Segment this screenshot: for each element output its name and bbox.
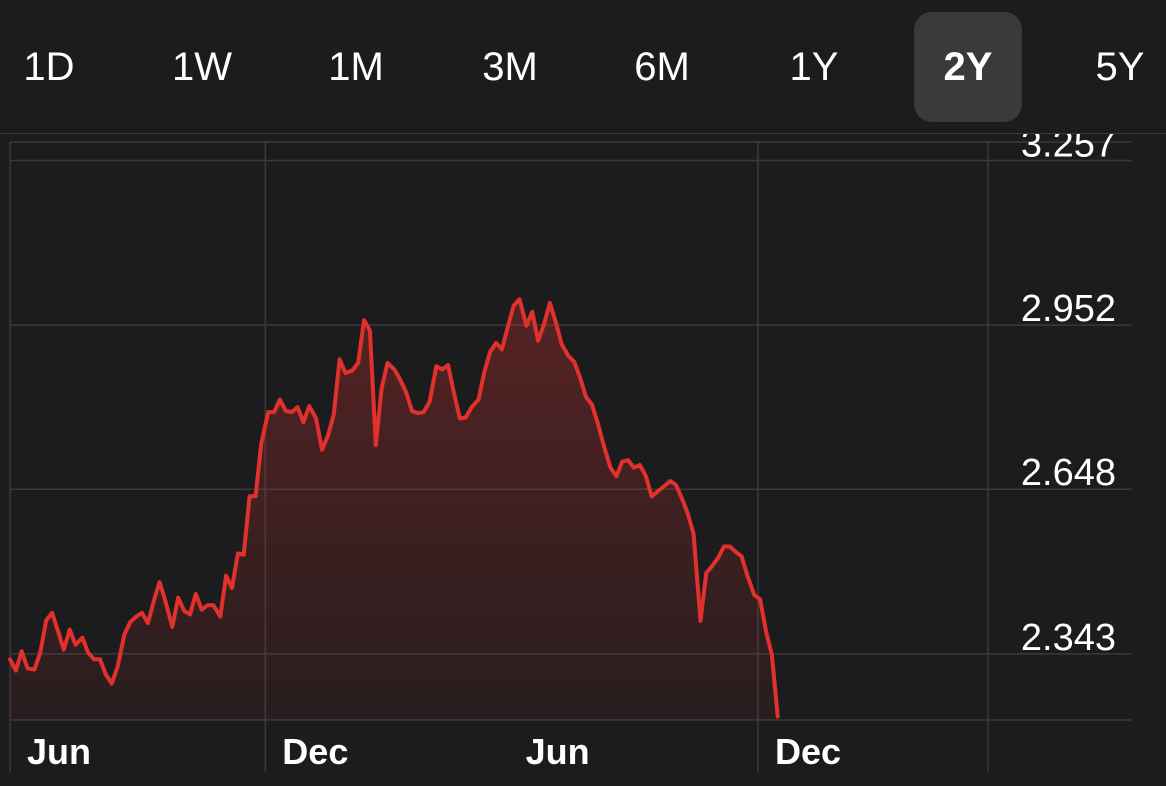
x-tick-label: Jun (526, 731, 590, 772)
y-tick-label: 2.952 (1021, 288, 1116, 330)
range-option-1d[interactable]: 1D (23, 44, 75, 89)
range-option-1w[interactable]: 1W (172, 44, 232, 89)
price-chart[interactable]: 3.257 2.952 2.648 2.343 Jun Dec Jun Dec (0, 134, 1166, 786)
y-axis-labels: 3.257 2.952 2.648 2.343 (1021, 134, 1116, 659)
price-area-fill (10, 299, 778, 720)
range-option-5y[interactable]: 5Y (1095, 44, 1145, 89)
y-tick-label: 3.257 (1021, 134, 1116, 166)
price-line (8, 297, 780, 719)
range-option-6m[interactable]: 6M (634, 44, 690, 89)
range-option-1y[interactable]: 1Y (789, 44, 839, 89)
x-tick-label: Dec (775, 731, 841, 772)
x-axis-labels: Jun Dec Jun Dec (27, 731, 841, 772)
y-tick-label: 2.648 (1021, 452, 1116, 494)
time-range-selector: 1D 1W 1M 3M 6M 1Y 2Y 5Y (0, 0, 1166, 134)
x-tick-label: Dec (282, 731, 348, 772)
x-tick-label: Jun (27, 731, 91, 772)
y-tick-label: 2.343 (1021, 617, 1116, 659)
range-option-3m[interactable]: 3M (482, 44, 538, 89)
range-option-2y[interactable]: 2Y (914, 12, 1022, 122)
range-option-1m[interactable]: 1M (328, 44, 384, 89)
